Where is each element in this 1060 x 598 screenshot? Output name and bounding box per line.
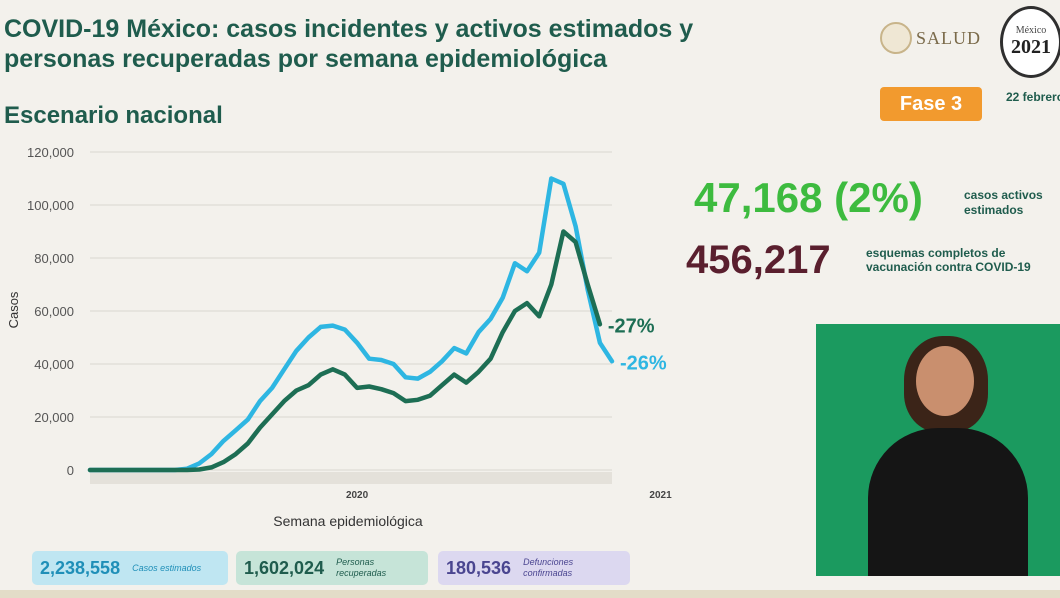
series-line-1 — [87, 176, 615, 473]
y-tick-label: 100,000 — [27, 198, 74, 213]
salud-logo-text: SALUD — [916, 27, 982, 48]
mexico-2021-logo: México 2021 — [1000, 6, 1060, 78]
active-cases-value: 47,168 (2%) — [694, 174, 923, 221]
y-tick-label: 120,000 — [27, 145, 74, 160]
report-date: 22 febrero 2021 — [1006, 90, 1060, 104]
sign-language-interpreter-video — [816, 324, 1060, 576]
year-label: 2020 — [346, 490, 369, 501]
recovered-pill: 1,602,024 Personas recuperadas — [236, 551, 428, 585]
recovered-value: 1,602,024 — [244, 557, 325, 578]
estimated-cases-pill: 2,238,558 Casos estimados — [32, 551, 228, 585]
deaths-pill: 180,536 Defunciones confirmadas — [438, 551, 630, 585]
recovered-label: Personas recuperadas — [336, 557, 387, 578]
y-tick-label: 80,000 — [34, 251, 74, 266]
logo-2021-top: México — [1015, 25, 1047, 36]
page-title: COVID-19 México: casos incidentes y acti… — [4, 15, 694, 73]
scenario-subtitle: Escenario nacional — [4, 102, 223, 129]
footer-strip — [0, 590, 1060, 598]
series-end-label-1: -26% — [620, 352, 667, 374]
estimated-cases-label: Casos estimados — [132, 562, 202, 573]
deaths-label: Defunciones confirmadas — [523, 557, 574, 578]
x-axis-label: Semana epidemiológica — [273, 513, 423, 529]
series-line-2 — [87, 229, 603, 473]
deaths-value: 180,536 — [446, 557, 512, 578]
weekly-cases-chart: 0 20,000 40,000 60,000 80,000 100,000 120,000 2… — [6, 145, 672, 529]
estimated-cases-value: 2,238,558 — [40, 557, 121, 578]
active-cases-label: casos activos estimados — [964, 188, 1043, 217]
interpreter-body — [868, 428, 1028, 576]
interpreter-face — [916, 346, 974, 416]
year-label: 2021 — [649, 490, 672, 501]
salud-logo: SALUD — [880, 22, 981, 54]
x-axis-band — [90, 472, 612, 484]
y-tick-label: 60,000 — [34, 304, 74, 319]
series-end-label-2: -27% — [608, 315, 655, 337]
y-axis-label: Casos — [6, 291, 21, 328]
y-tick-label: 20,000 — [34, 410, 74, 425]
vaccination-label: esquemas completos de vacunación contra … — [866, 246, 1031, 274]
y-tick-label: 40,000 — [34, 357, 74, 372]
vaccination-value: 456,217 — [686, 238, 831, 282]
logo-2021-year: 2021 — [1011, 36, 1051, 58]
y-tick-label: 0 — [67, 463, 74, 478]
phase-badge: Fase 3 — [880, 87, 982, 121]
government-seal-icon — [880, 22, 912, 54]
